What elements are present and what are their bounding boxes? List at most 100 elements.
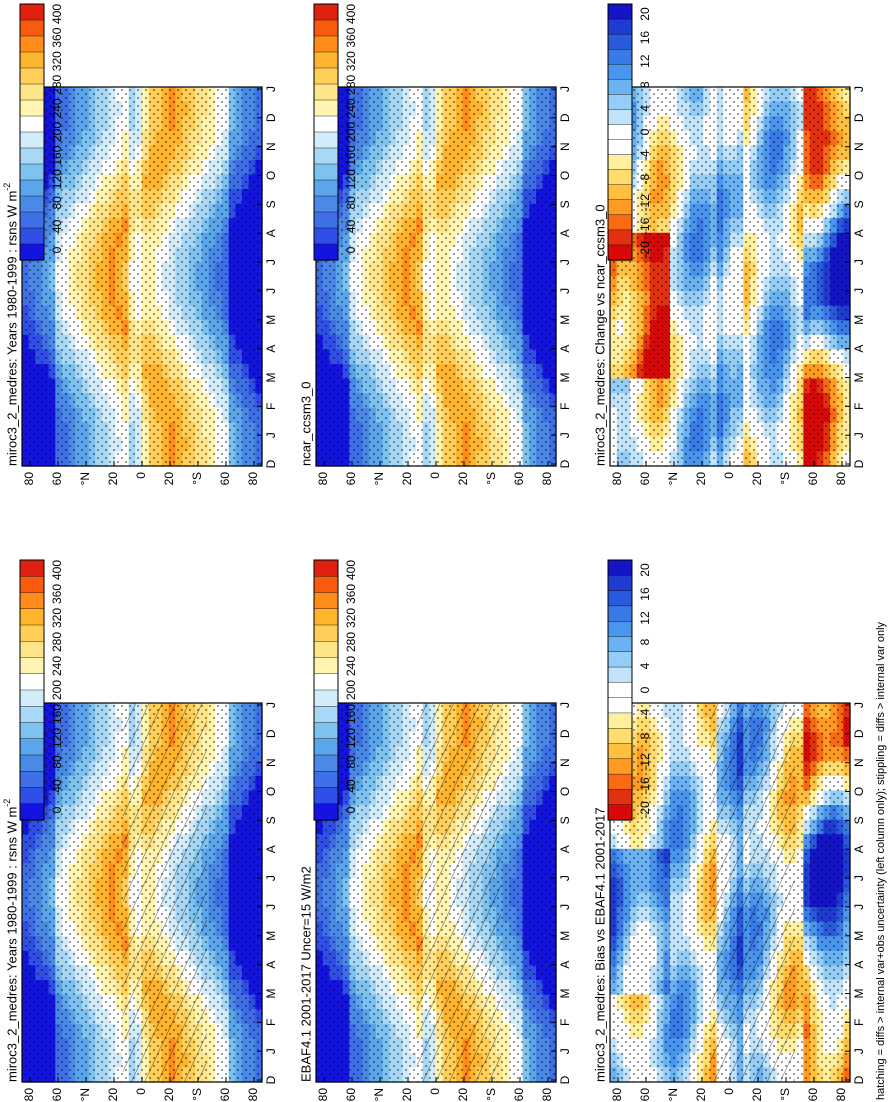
month-tick-label: M (264, 989, 278, 999)
month-tick-label: S (264, 816, 278, 824)
month-tick-label: J (264, 1048, 278, 1054)
colorbar-swatch (19, 35, 45, 53)
month-tick-label: N (264, 758, 278, 767)
colorbar-swatch (313, 803, 339, 821)
lat-tick-label: °S (484, 472, 498, 485)
colorbar-swatch (19, 195, 45, 213)
month-tick-label: J (558, 875, 572, 881)
panel-title: ncar_ccsm3_0 (298, 381, 313, 466)
lat-tick-label: 20 (162, 1088, 176, 1102)
month-tick-label: J (558, 259, 572, 265)
month-tick-label: J (264, 86, 278, 92)
lat-tick-label: 20 (106, 1088, 120, 1102)
colorbar-swatch (313, 576, 339, 594)
colorbar-tick-label: 240 (50, 656, 64, 676)
month-tick-label: D (558, 1075, 572, 1084)
colorbar-swatch (313, 754, 339, 772)
colorbar-swatch (313, 771, 339, 789)
colorbar-swatch (313, 722, 339, 740)
colorbar-swatch (19, 754, 45, 772)
colorbar-frame (19, 3, 45, 261)
lat-tick-label: 60 (344, 472, 358, 486)
colorbar-swatch (313, 211, 339, 229)
colorbar-swatch (313, 147, 339, 165)
lat-tick-label: 20 (400, 472, 414, 486)
colorbar-tick-label: 80 (344, 196, 358, 210)
month-tick-label: D (264, 1075, 278, 1084)
month-tick-label: M (264, 315, 278, 325)
title-superscript: -2 (2, 183, 12, 191)
colorbar-swatch (313, 673, 339, 691)
colorbar-tick-label: 360 (50, 584, 64, 604)
stippling-overlay (22, 87, 262, 466)
colorbar-swatch (313, 559, 339, 577)
colorbar-swatch (313, 19, 339, 37)
lat-tick-label: 60 (218, 472, 232, 486)
colorbar-tick-label: 120 (50, 169, 64, 189)
month-tick-label: J (558, 432, 572, 438)
colorbar-swatch (313, 99, 339, 117)
lat-tick-label: 80 (246, 472, 260, 486)
panel-3: 80 60 °N 20 0 20 °S 60 80DJFMAMJJASONDJncar_ccsm… (298, 3, 572, 486)
month-tick-label: J (558, 702, 572, 708)
lat-tick-label: 60 (512, 472, 526, 486)
month-tick-label: A (264, 345, 278, 353)
colorbar-swatch (313, 787, 339, 805)
colorbar-swatch (313, 3, 339, 21)
lat-tick-label: 80 (316, 472, 330, 486)
month-tick-label: F (558, 1019, 572, 1026)
month-tick-label: N (558, 142, 572, 151)
colorbar-tick-label: 80 (50, 755, 64, 769)
month-tick-label: D (264, 113, 278, 122)
colorbar-swatch (19, 179, 45, 197)
panel-0: 80 60 °N 20 0 20 °S 60 80DJFMAMJJASONDJmiroc3_2_… (2, 559, 278, 1102)
colorbar-swatch (19, 163, 45, 181)
colorbar-tick-label: 0 (50, 806, 64, 813)
colorbar-swatch (19, 706, 45, 724)
colorbar-swatch (19, 115, 45, 133)
lat-tick-label: 80 (246, 1088, 260, 1102)
lat-tick-label: °S (190, 1088, 204, 1101)
colorbar-frame (313, 3, 339, 261)
colorbar-tick-label: 0 (344, 246, 358, 253)
colorbar-swatch (19, 722, 45, 740)
month-tick-label: J (264, 432, 278, 438)
colorbar-tick-label: 400 (50, 560, 64, 580)
colorbar-swatch (313, 179, 339, 197)
month-tick-label: M (558, 373, 572, 383)
colorbar-swatch (313, 624, 339, 642)
panel-title: miroc3_2_medres: Years 1980-1999 : rsns … (2, 183, 19, 466)
colorbar-tick-label: 160 (344, 145, 358, 165)
month-tick-label: J (558, 86, 572, 92)
panel-title: EBAF4.1 2001-2017 Uncer=15 W/m2 (298, 866, 313, 1082)
month-tick-label: M (264, 373, 278, 383)
lat-tick-label: 0 (428, 1088, 442, 1095)
colorbar-tick-label: 200 (344, 122, 358, 142)
month-tick-label: S (558, 200, 572, 208)
month-tick-label: D (264, 729, 278, 738)
colorbar-swatch (19, 803, 45, 821)
colorbar-swatch (313, 641, 339, 659)
month-tick-label: M (558, 931, 572, 941)
colorbar-swatch (19, 147, 45, 165)
month-tick-label: S (558, 816, 572, 824)
colorbar-swatch (313, 227, 339, 245)
colorbar-swatch (313, 738, 339, 756)
month-tick-label: J (264, 904, 278, 910)
colorbar-swatch (313, 195, 339, 213)
lat-tick-label: 60 (50, 472, 64, 486)
lat-tick-label: °S (190, 472, 204, 485)
month-tick-label: A (558, 345, 572, 353)
colorbar-tick-label: 80 (344, 755, 358, 769)
colorbar-tick-label: 160 (50, 145, 64, 165)
colorbar-swatch (19, 83, 45, 101)
lat-tick-label: 0 (134, 472, 148, 479)
month-tick-label: S (264, 200, 278, 208)
month-tick-label: D (558, 459, 572, 468)
colorbar-tick-label: 360 (344, 584, 358, 604)
colorbar-tick-label: 400 (344, 4, 358, 24)
colorbar-tick-label: 160 (50, 704, 64, 724)
colorbar-swatch (19, 657, 45, 675)
